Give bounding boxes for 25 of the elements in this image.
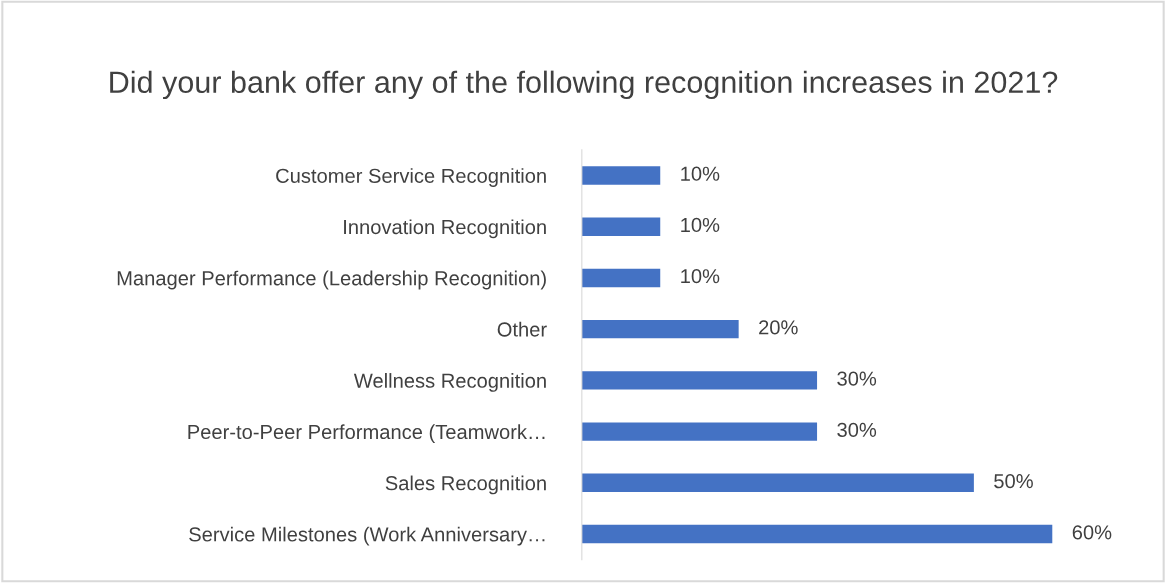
bar <box>581 473 974 493</box>
bar <box>581 268 661 288</box>
bar <box>581 319 739 339</box>
bar <box>581 371 818 390</box>
y-tick-label: Service Milestones (Work Anniversary… <box>189 526 545 546</box>
data-label: 20% <box>759 320 798 335</box>
y-tick-label: Peer-to-Peer Performance (Teamwork… <box>188 424 545 444</box>
y-tick-label: Wellness Recognition <box>353 373 546 392</box>
data-label: 30% <box>837 371 877 386</box>
data-label: 10% <box>681 217 720 233</box>
bar <box>581 422 818 441</box>
y-tick-label: Customer Service Recognition <box>276 168 546 187</box>
y-tick-label: Sales Recognition <box>385 475 546 495</box>
bar <box>581 524 1053 544</box>
data-label: 10% <box>681 269 720 284</box>
y-tick-label: Other <box>497 321 547 337</box>
y-tick-label: Manager Performance (Leadership Recognition) <box>117 270 546 290</box>
bar <box>581 217 661 236</box>
data-label: 10% <box>681 166 720 181</box>
y-tick-label: Innovation Recognition <box>344 219 546 239</box>
data-label: 30% <box>837 422 877 438</box>
bar <box>581 166 661 185</box>
chart-title: Did your bank offer any of the following recognition increases in 2021? <box>110 70 1058 100</box>
data-label: 50% <box>994 473 1033 489</box>
data-label: 60% <box>1072 525 1112 540</box>
